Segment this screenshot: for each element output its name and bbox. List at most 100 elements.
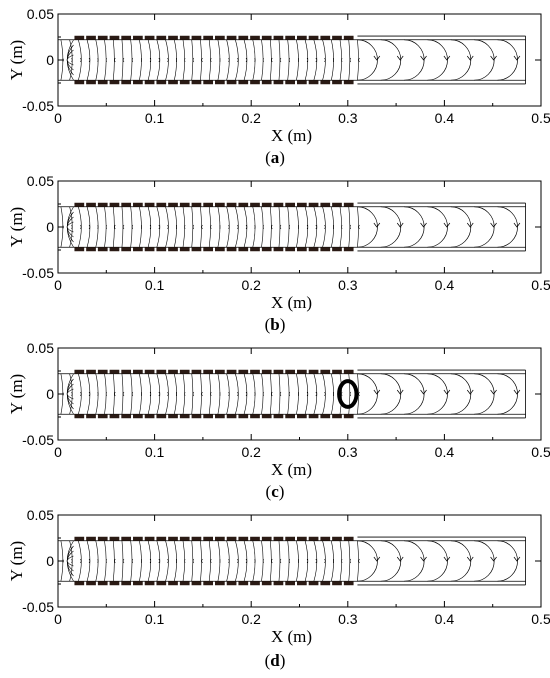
panel-d: 0 0.1 0.2 0.3 0.4 0.5 0.05 0 -0.05 X (m) Y (m) bbox=[0, 501, 550, 669]
electrode-top bbox=[203, 369, 214, 374]
electrode-bottom bbox=[121, 247, 132, 252]
y-tick-label: -0.05 bbox=[22, 599, 54, 615]
x-tick-label: 0.5 bbox=[531, 110, 550, 126]
vortex-arrow bbox=[443, 556, 451, 562]
streamline bbox=[226, 206, 230, 248]
streamline bbox=[165, 540, 169, 582]
electrode-top bbox=[215, 202, 225, 207]
streamline-arrow bbox=[158, 391, 161, 397]
streamline bbox=[95, 39, 99, 81]
electrode-top bbox=[296, 369, 307, 374]
vortex-arrow bbox=[396, 222, 404, 228]
vortex-arrow bbox=[443, 222, 451, 228]
vortex-arc bbox=[450, 373, 472, 415]
streamline-arrow bbox=[315, 224, 318, 230]
x-tick-label: 0 bbox=[54, 444, 62, 460]
electrode-top bbox=[261, 369, 272, 374]
electrode-top bbox=[121, 202, 132, 207]
electrode-top bbox=[308, 536, 319, 541]
electrode-bottom bbox=[121, 80, 132, 85]
streamline-arrow bbox=[192, 391, 195, 397]
electrode-bottom bbox=[285, 80, 295, 85]
vortex-arc bbox=[427, 39, 448, 81]
electrode-bottom bbox=[226, 581, 237, 586]
electrode-top bbox=[261, 202, 272, 207]
streamline-arrow bbox=[279, 224, 282, 230]
electrode-top bbox=[168, 369, 178, 374]
electrode-top bbox=[343, 536, 354, 541]
streamline-arrow bbox=[167, 57, 169, 63]
electrode-top bbox=[273, 536, 284, 541]
streamline bbox=[331, 540, 334, 582]
electrode-bottom bbox=[144, 80, 155, 85]
electrode-top bbox=[144, 35, 155, 40]
streamline-arrow bbox=[149, 57, 152, 63]
streamline bbox=[156, 39, 161, 81]
electrode-bottom bbox=[156, 414, 167, 419]
electrode-bottom bbox=[308, 581, 319, 586]
vortex-arrow bbox=[420, 55, 427, 61]
electrode-bottom bbox=[261, 581, 272, 586]
x-tick-label: 0.4 bbox=[435, 611, 455, 627]
streamline-arrow bbox=[237, 391, 239, 397]
electrode-bottom bbox=[86, 581, 96, 586]
streamline bbox=[173, 373, 177, 415]
streamline-arrow bbox=[201, 391, 203, 397]
electrode-bottom bbox=[238, 414, 249, 419]
streamline-arrow bbox=[201, 558, 203, 564]
electrode-top bbox=[97, 202, 108, 207]
streamline bbox=[226, 373, 230, 415]
electrode-top bbox=[133, 35, 143, 40]
electrode-bottom bbox=[308, 80, 319, 85]
streamline bbox=[252, 39, 256, 81]
streamline-arrow bbox=[167, 391, 169, 397]
electrode-top bbox=[238, 35, 249, 40]
streamline-arrow bbox=[192, 558, 195, 564]
streamline-arrow bbox=[349, 558, 352, 564]
electrode-top bbox=[296, 536, 307, 541]
streamline-arrow bbox=[288, 224, 290, 230]
vortex-arc bbox=[404, 206, 425, 248]
streamline bbox=[139, 540, 142, 582]
electrode-bottom bbox=[273, 581, 284, 586]
streamline-arrow bbox=[271, 224, 273, 230]
streamline-arrow bbox=[192, 224, 195, 230]
electrode-top bbox=[308, 202, 319, 207]
plot-b: 0 0.1 0.2 0.3 0.4 0.50.050-0.05X (m)Y (m) bbox=[7, 173, 550, 312]
electrode-bottom bbox=[226, 247, 237, 252]
electrode-bottom bbox=[191, 414, 202, 419]
electrode-top bbox=[144, 369, 155, 374]
electrode-bottom bbox=[97, 247, 108, 252]
electrode-bottom bbox=[296, 80, 307, 85]
streamline bbox=[165, 206, 169, 248]
axes-frame bbox=[57, 347, 542, 441]
streamline-arrow bbox=[349, 57, 352, 63]
electrode-bottom bbox=[144, 247, 155, 252]
plot-area bbox=[58, 369, 526, 419]
streamline bbox=[313, 39, 318, 81]
vortex-arc bbox=[474, 540, 495, 582]
streamline bbox=[147, 373, 152, 415]
vortex-arrow bbox=[443, 55, 451, 61]
vortex-arrow bbox=[490, 222, 497, 228]
caption-c: (c) bbox=[265, 482, 285, 501]
streamline-arrow bbox=[122, 391, 125, 397]
streamline-arrow bbox=[288, 391, 290, 397]
electrode-top bbox=[250, 35, 260, 40]
plot-area bbox=[58, 202, 526, 252]
electrode-top bbox=[285, 35, 295, 40]
streamline-arrow bbox=[306, 391, 309, 397]
vortex-arc bbox=[380, 373, 402, 415]
streamline bbox=[252, 206, 256, 248]
electrode-top bbox=[296, 202, 307, 207]
y-tick-label: 0 bbox=[46, 219, 54, 235]
electrode-top bbox=[285, 202, 295, 207]
vortex-arrow bbox=[490, 556, 497, 562]
electrode-top bbox=[191, 202, 202, 207]
streamline bbox=[304, 373, 309, 415]
electrode-bottom bbox=[168, 414, 178, 419]
streamline bbox=[173, 206, 177, 248]
electrode-bottom bbox=[273, 247, 284, 252]
axes-frame bbox=[57, 13, 542, 107]
vortex-arc bbox=[357, 206, 378, 248]
